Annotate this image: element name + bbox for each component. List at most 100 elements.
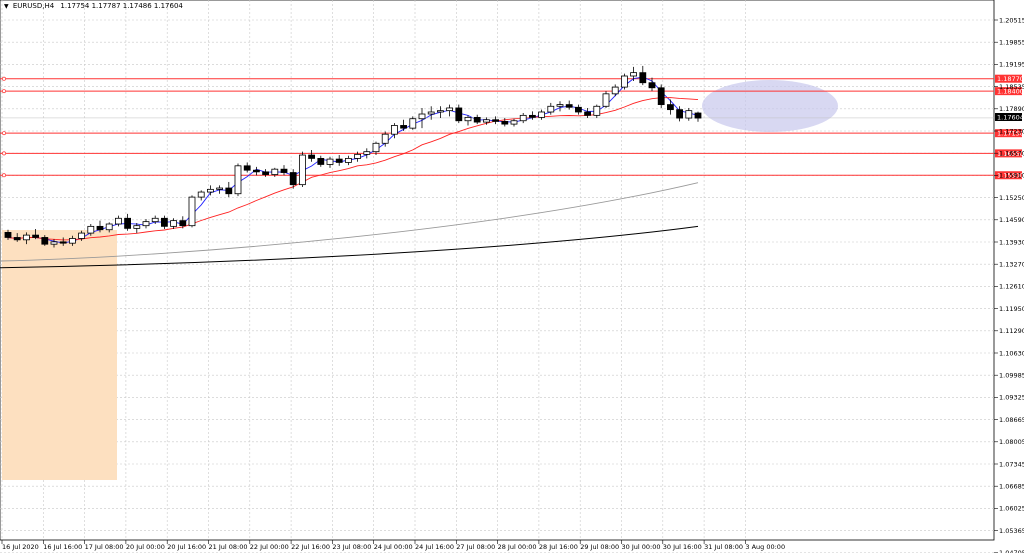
current-price-label: 1.17604 (997, 114, 1024, 122)
candle (115, 215, 122, 227)
ma-fast-line (7, 76, 699, 244)
line-anchor[interactable] (2, 151, 6, 156)
line-anchor[interactable] (2, 76, 6, 81)
price-axis-label: 1.15250 (999, 194, 1024, 202)
price-tag (995, 149, 1022, 158)
candle (335, 155, 343, 166)
candle (584, 107, 591, 119)
candle (22, 232, 30, 245)
line-anchor[interactable] (2, 131, 6, 136)
price-axis: 1.20515 1.19855 1.19195 1.18535 1.17890 1.172… (994, 16, 1024, 553)
time-axis: 16 Jul 2020 16 Jul 16:00 17 Jul 08:00 20 Ju… (1, 540, 785, 551)
moving-averages (0, 76, 994, 269)
candle (418, 107, 426, 129)
candle (243, 162, 251, 173)
candle (87, 224, 95, 236)
candle (685, 107, 693, 121)
time-axis-label: 17 Jul 08:00 (85, 543, 124, 551)
candle (170, 218, 178, 230)
candle (4, 229, 12, 240)
price-axis-label: 1.09325 (999, 394, 1024, 402)
price-axis-label: 1.06025 (999, 505, 1024, 513)
time-axis-label: 23 Jul 08:00 (332, 543, 371, 551)
candle (252, 166, 260, 176)
candle (326, 156, 334, 168)
time-axis-label: 27 Jul 08:00 (456, 543, 495, 551)
time-axis-label: 30 Jul 00:00 (622, 543, 661, 551)
candle (464, 115, 472, 126)
price-tag-label: 1.18770 (997, 75, 1024, 83)
time-axis-label: 24 Jul 16:00 (415, 543, 454, 551)
candle (575, 104, 582, 115)
line-anchor[interactable] (2, 89, 6, 94)
candle (676, 106, 683, 122)
plot-frame (0, 0, 995, 541)
price-axis-label: 1.13930 (999, 238, 1024, 246)
candle (565, 100, 573, 110)
price-tag (995, 74, 1022, 83)
candle (133, 222, 141, 234)
grid-layer (0, 0, 994, 553)
triangle-down-icon[interactable]: ▼ (4, 3, 9, 10)
candle (556, 101, 564, 112)
price-axis-label: 1.12610 (999, 283, 1024, 291)
price-axis-label: 1.17890 (999, 105, 1024, 113)
horizontal-lines: 1.18770 1.18400 1.17150 1.16550 1.15900 (0, 74, 1024, 180)
price-tag-label: 1.18400 (997, 88, 1024, 96)
candle (547, 102, 555, 115)
candle (206, 185, 214, 196)
candle (455, 104, 463, 124)
price-axis-label: 1.05365 (999, 527, 1024, 535)
time-axis-label: 28 Jul 00:00 (498, 543, 537, 551)
candle (280, 165, 288, 176)
price-axis-label: 1.10630 (999, 349, 1024, 357)
time-axis-label: 28 Jul 16:00 (539, 543, 578, 551)
candle (41, 235, 49, 246)
candle (436, 106, 444, 119)
price-tag-label: 1.16550 (997, 150, 1024, 158)
candle (694, 111, 702, 122)
candle (32, 229, 39, 240)
price-axis-label: 1.15910 (999, 172, 1024, 180)
candle (427, 106, 435, 120)
highlight-box[interactable] (2, 230, 117, 480)
candle (344, 155, 352, 166)
price-tag (995, 129, 1022, 138)
time-axis-label: 31 Jul 08:00 (704, 543, 743, 551)
candle (78, 230, 85, 241)
candlesticks (4, 65, 702, 248)
candle (69, 235, 76, 246)
price-tag (995, 171, 1022, 180)
candle (446, 104, 454, 117)
time-axis-label: 29 Jul 08:00 (580, 543, 619, 551)
price-tag (995, 87, 1022, 96)
candle (611, 84, 619, 97)
price-axis-label: 1.06685 (999, 483, 1024, 491)
candle (473, 114, 481, 125)
time-axis-label: 16 Jul 16:00 (43, 543, 82, 551)
candle (142, 218, 150, 229)
price-axis-label: 1.17230 (999, 127, 1024, 135)
price-axis-label: 1.04705 (999, 549, 1024, 553)
candle (639, 65, 647, 86)
price-axis-label: 1.14590 (999, 216, 1024, 224)
candle (390, 123, 398, 139)
candle (308, 150, 316, 162)
price-axis-label: 1.11290 (999, 327, 1024, 335)
candle (151, 215, 159, 225)
candle (657, 84, 665, 108)
highlight-ellipse[interactable] (702, 80, 838, 132)
time-axis-label: 20 Jul 16:00 (167, 543, 206, 551)
candle (124, 213, 131, 231)
line-anchor[interactable] (2, 173, 6, 178)
time-axis-label: 16 Jul 2020 (2, 543, 39, 551)
candle (492, 116, 500, 125)
price-axis-label: 1.11950 (999, 305, 1024, 313)
candle (482, 117, 490, 125)
symbol-label: EURUSD,H4 (12, 2, 55, 10)
candle (409, 116, 417, 130)
price-axis-label: 1.19855 (999, 39, 1024, 47)
